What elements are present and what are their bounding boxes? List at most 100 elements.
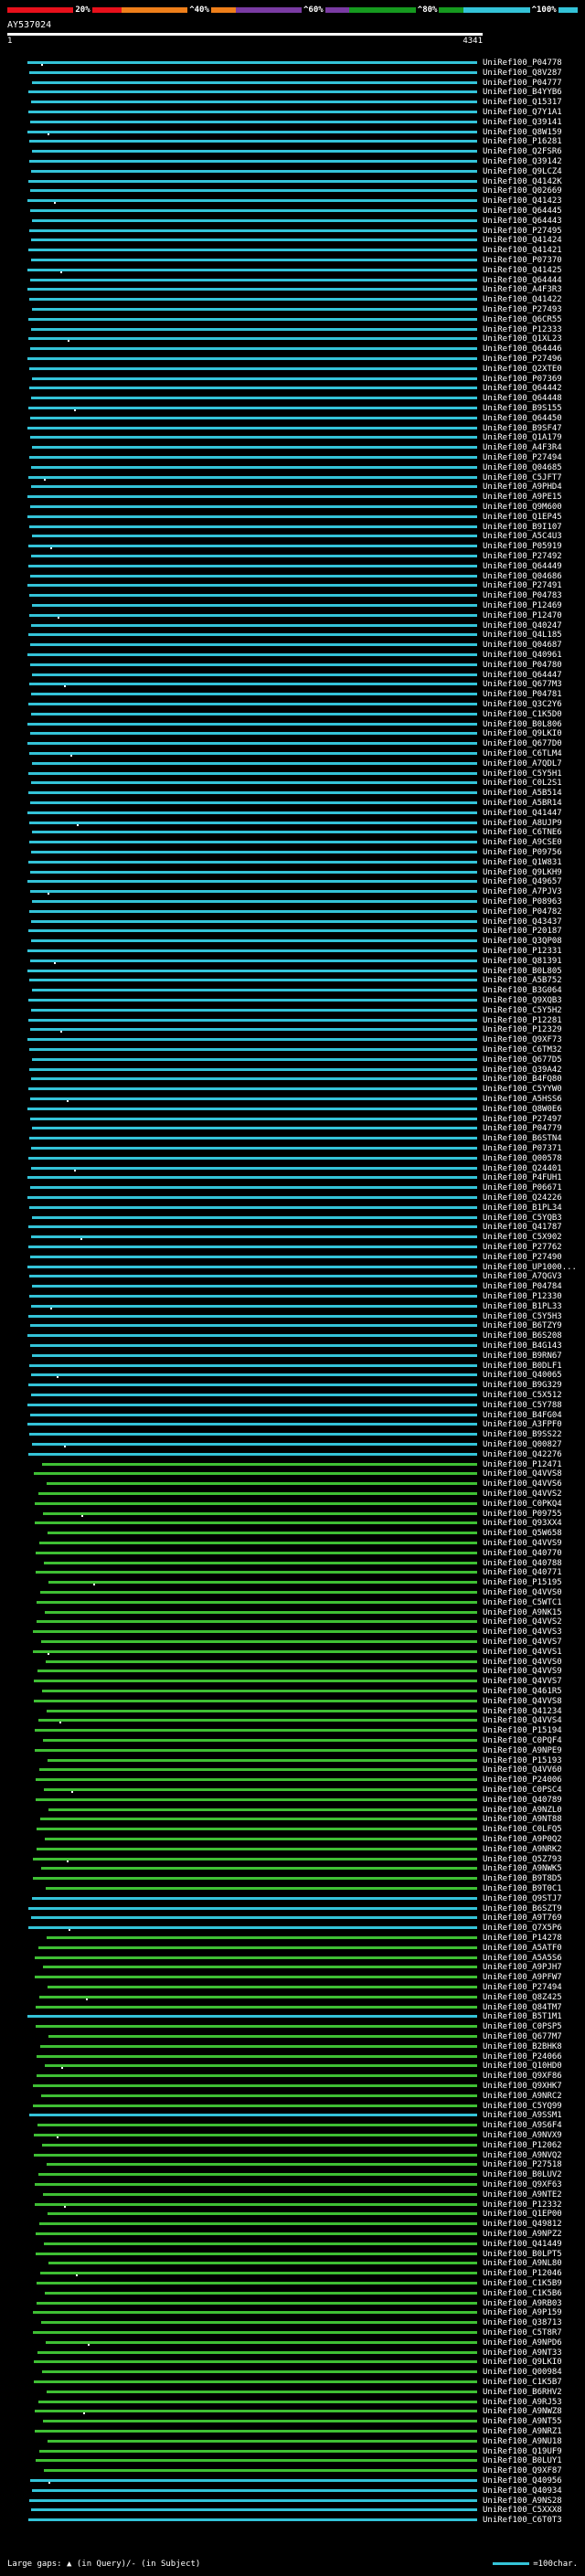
hit-label-link[interactable]: UniRef100_Q49657: [483, 877, 562, 887]
hit-alignment-bar[interactable]: [31, 101, 477, 104]
hit-label-link[interactable]: UniRef100_Q677M7: [483, 2032, 562, 2041]
hit-alignment-bar[interactable]: [31, 555, 477, 557]
hit-label-link[interactable]: UniRef100_A7QDL7: [483, 758, 562, 769]
hit-label-link[interactable]: UniRef100_Q64444: [483, 275, 562, 285]
hit-alignment-bar[interactable]: [32, 1127, 477, 1130]
hit-alignment-bar[interactable]: [42, 1690, 477, 1692]
hit-alignment-bar[interactable]: [36, 1778, 477, 1782]
hit-alignment-bar[interactable]: [27, 949, 477, 952]
hit-alignment-bar[interactable]: [41, 2321, 477, 2325]
hit-label-link[interactable]: UniRef100_P12471: [483, 1459, 562, 1469]
hit-label-link[interactable]: UniRef100_C5JFT7: [483, 472, 562, 482]
hit-label-link[interactable]: UniRef100_Q40961: [483, 651, 562, 660]
hit-label-link[interactable]: UniRef100_C0L2S1: [483, 779, 562, 789]
hit-label-link[interactable]: UniRef100_Q64450: [483, 413, 562, 423]
hit-label-link[interactable]: UniRef100_Q1EP00: [483, 2210, 562, 2220]
hit-alignment-bar[interactable]: [30, 663, 477, 666]
hit-alignment-bar[interactable]: [27, 357, 477, 360]
hit-label-link[interactable]: UniRef100_A9S6F4: [483, 2121, 562, 2131]
hit-label-link[interactable]: UniRef100_P27491: [483, 581, 562, 591]
hit-label-link[interactable]: UniRef100_A9PE15: [483, 493, 562, 503]
hit-label-link[interactable]: UniRef100_Q1XL23: [483, 334, 562, 345]
hit-label-link[interactable]: UniRef100_B4FG04: [483, 1410, 562, 1420]
hit-label-link[interactable]: UniRef100_Q39141: [483, 117, 562, 127]
hit-label-link[interactable]: UniRef100_B5T1M1: [483, 2012, 562, 2022]
hit-alignment-bar[interactable]: [40, 2272, 477, 2275]
hit-label-link[interactable]: UniRef100_Q41447: [483, 808, 562, 818]
hit-label-link[interactable]: UniRef100_Q8V287: [483, 68, 562, 78]
hit-label-link[interactable]: UniRef100_A5A5S6: [483, 1953, 562, 1963]
hit-label-link[interactable]: UniRef100_P12329: [483, 1025, 562, 1035]
hit-label-link[interactable]: UniRef100_Q9M600: [483, 503, 562, 512]
hit-alignment-bar[interactable]: [35, 2202, 477, 2206]
hit-alignment-bar[interactable]: [32, 1896, 477, 1900]
hit-alignment-bar[interactable]: [34, 2153, 477, 2157]
hit-alignment-bar[interactable]: [27, 880, 477, 884]
hit-label-link[interactable]: UniRef100_P24006: [483, 1776, 562, 1786]
hit-label-link[interactable]: UniRef100_Q41425: [483, 265, 562, 275]
hit-alignment-bar[interactable]: [29, 366, 477, 370]
hit-alignment-bar[interactable]: [29, 821, 477, 824]
hit-alignment-bar[interactable]: [44, 2469, 477, 2473]
hit-alignment-bar[interactable]: [28, 929, 477, 933]
hit-alignment-bar[interactable]: [37, 2282, 477, 2284]
hit-alignment-bar[interactable]: [34, 2360, 477, 2364]
hit-alignment-bar[interactable]: [29, 70, 477, 74]
hit-alignment-bar[interactable]: [32, 604, 477, 607]
hit-label-link[interactable]: UniRef100_P09755: [483, 1509, 562, 1519]
hit-alignment-bar[interactable]: [32, 761, 477, 765]
hit-alignment-bar[interactable]: [28, 703, 477, 705]
hit-label-link[interactable]: UniRef100_A5B752: [483, 976, 562, 986]
hit-label-link[interactable]: UniRef100_C5YQB3: [483, 1213, 562, 1223]
hit-alignment-bar[interactable]: [31, 2508, 477, 2512]
hit-alignment-bar[interactable]: [30, 1255, 477, 1258]
hit-label-link[interactable]: UniRef100_C6TNE6: [483, 828, 562, 838]
hit-alignment-bar[interactable]: [28, 1383, 477, 1387]
hit-alignment-bar[interactable]: [37, 1670, 477, 1673]
hit-label-link[interactable]: UniRef100_B4G143: [483, 1341, 562, 1351]
hit-alignment-bar[interactable]: [31, 693, 477, 696]
hit-label-link[interactable]: UniRef100_Q40065: [483, 1371, 562, 1381]
hit-label-link[interactable]: UniRef100_P04784: [483, 1282, 562, 1292]
hit-label-link[interactable]: UniRef100_B0DLF1: [483, 1361, 562, 1371]
hit-label-link[interactable]: UniRef100_Q15317: [483, 98, 562, 108]
hit-alignment-bar[interactable]: [44, 1788, 477, 1791]
hit-label-link[interactable]: UniRef100_Q9XHK7: [483, 2082, 562, 2091]
hit-alignment-bar[interactable]: [30, 2479, 477, 2482]
hit-label-link[interactable]: UniRef100_Q00578: [483, 1153, 562, 1163]
hit-alignment-bar[interactable]: [34, 1699, 477, 1702]
hit-alignment-bar[interactable]: [27, 1265, 477, 1268]
hit-label-link[interactable]: UniRef100_Q677D0: [483, 739, 562, 749]
hit-alignment-bar[interactable]: [37, 1847, 477, 1850]
hit-label-link[interactable]: UniRef100_B0LPT5: [483, 2249, 562, 2259]
hit-alignment-bar[interactable]: [31, 712, 477, 716]
hit-alignment-bar[interactable]: [29, 841, 477, 844]
hit-label-link[interactable]: UniRef100_Q40771: [483, 1568, 562, 1578]
hit-alignment-bar[interactable]: [31, 623, 477, 627]
hit-label-link[interactable]: UniRef100_Q24401: [483, 1163, 562, 1173]
hit-label-link[interactable]: UniRef100_B0L805: [483, 966, 562, 976]
hit-alignment-bar[interactable]: [47, 2390, 477, 2393]
hit-alignment-bar[interactable]: [29, 752, 477, 755]
hit-label-link[interactable]: UniRef100_Q64442: [483, 384, 562, 394]
hit-label-link[interactable]: UniRef100_A9CSE0: [483, 838, 562, 848]
hit-alignment-bar[interactable]: [28, 249, 477, 252]
hit-label-link[interactable]: UniRef100_Q42276: [483, 1449, 562, 1459]
hit-label-link[interactable]: UniRef100_Q38713: [483, 2318, 562, 2328]
hit-label-link[interactable]: UniRef100_C0PQF4: [483, 1736, 562, 1745]
hit-label-link[interactable]: UniRef100_A9P159: [483, 2308, 562, 2318]
hit-alignment-bar[interactable]: [32, 150, 477, 154]
hit-alignment-bar[interactable]: [29, 1048, 477, 1051]
hit-alignment-bar[interactable]: [37, 2350, 477, 2354]
hit-label-link[interactable]: UniRef100_Q41423: [483, 196, 562, 207]
hit-label-link[interactable]: UniRef100_Q39142: [483, 157, 562, 166]
hit-label-link[interactable]: UniRef100_P15194: [483, 1726, 562, 1736]
hit-alignment-bar[interactable]: [27, 742, 477, 746]
hit-label-link[interactable]: UniRef100_P12281: [483, 1015, 562, 1025]
hit-alignment-bar[interactable]: [41, 1640, 477, 1643]
hit-alignment-bar[interactable]: [33, 1857, 477, 1860]
hit-alignment-bar[interactable]: [38, 1492, 477, 1495]
hit-label-link[interactable]: UniRef100_Q5Z793: [483, 1854, 562, 1864]
hit-alignment-bar[interactable]: [30, 1117, 477, 1120]
hit-alignment-bar[interactable]: [28, 860, 477, 864]
